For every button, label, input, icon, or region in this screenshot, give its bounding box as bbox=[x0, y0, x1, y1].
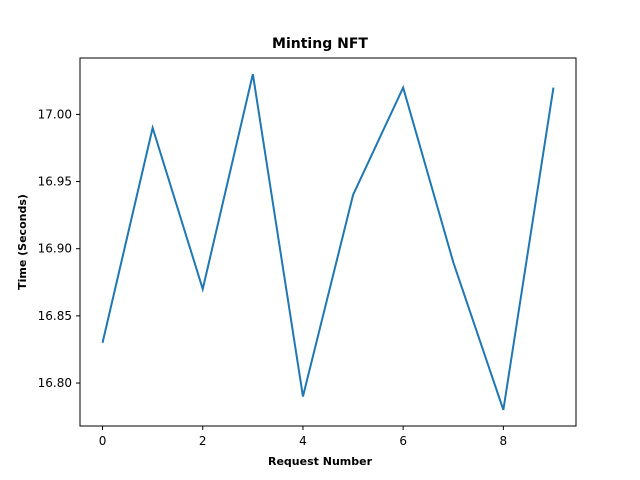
y-axis-label: Time (Seconds) bbox=[16, 194, 29, 290]
x-tick-label: 6 bbox=[399, 434, 407, 448]
x-tick-label: 4 bbox=[299, 434, 307, 448]
series-line bbox=[101, 73, 555, 411]
x-tick-label: 8 bbox=[500, 434, 508, 448]
x-axis-ticks: 0 2 4 6 8 bbox=[99, 426, 507, 448]
y-tick-label: 17.00 bbox=[38, 107, 72, 121]
plot-area bbox=[79, 57, 577, 427]
y-tick-label: 16.80 bbox=[38, 376, 72, 390]
x-axis-label: Request Number bbox=[268, 455, 373, 468]
y-axis-ticks: 16.80 16.85 16.90 16.95 17.00 bbox=[38, 107, 80, 390]
x-tick-label: 0 bbox=[99, 434, 107, 448]
x-tick-label: 2 bbox=[199, 434, 207, 448]
series-group bbox=[101, 73, 555, 411]
y-tick-label: 16.90 bbox=[38, 242, 72, 256]
chart-title: Minting NFT bbox=[272, 36, 368, 52]
y-tick-label: 16.95 bbox=[38, 175, 72, 189]
y-tick-label: 16.85 bbox=[38, 309, 72, 323]
